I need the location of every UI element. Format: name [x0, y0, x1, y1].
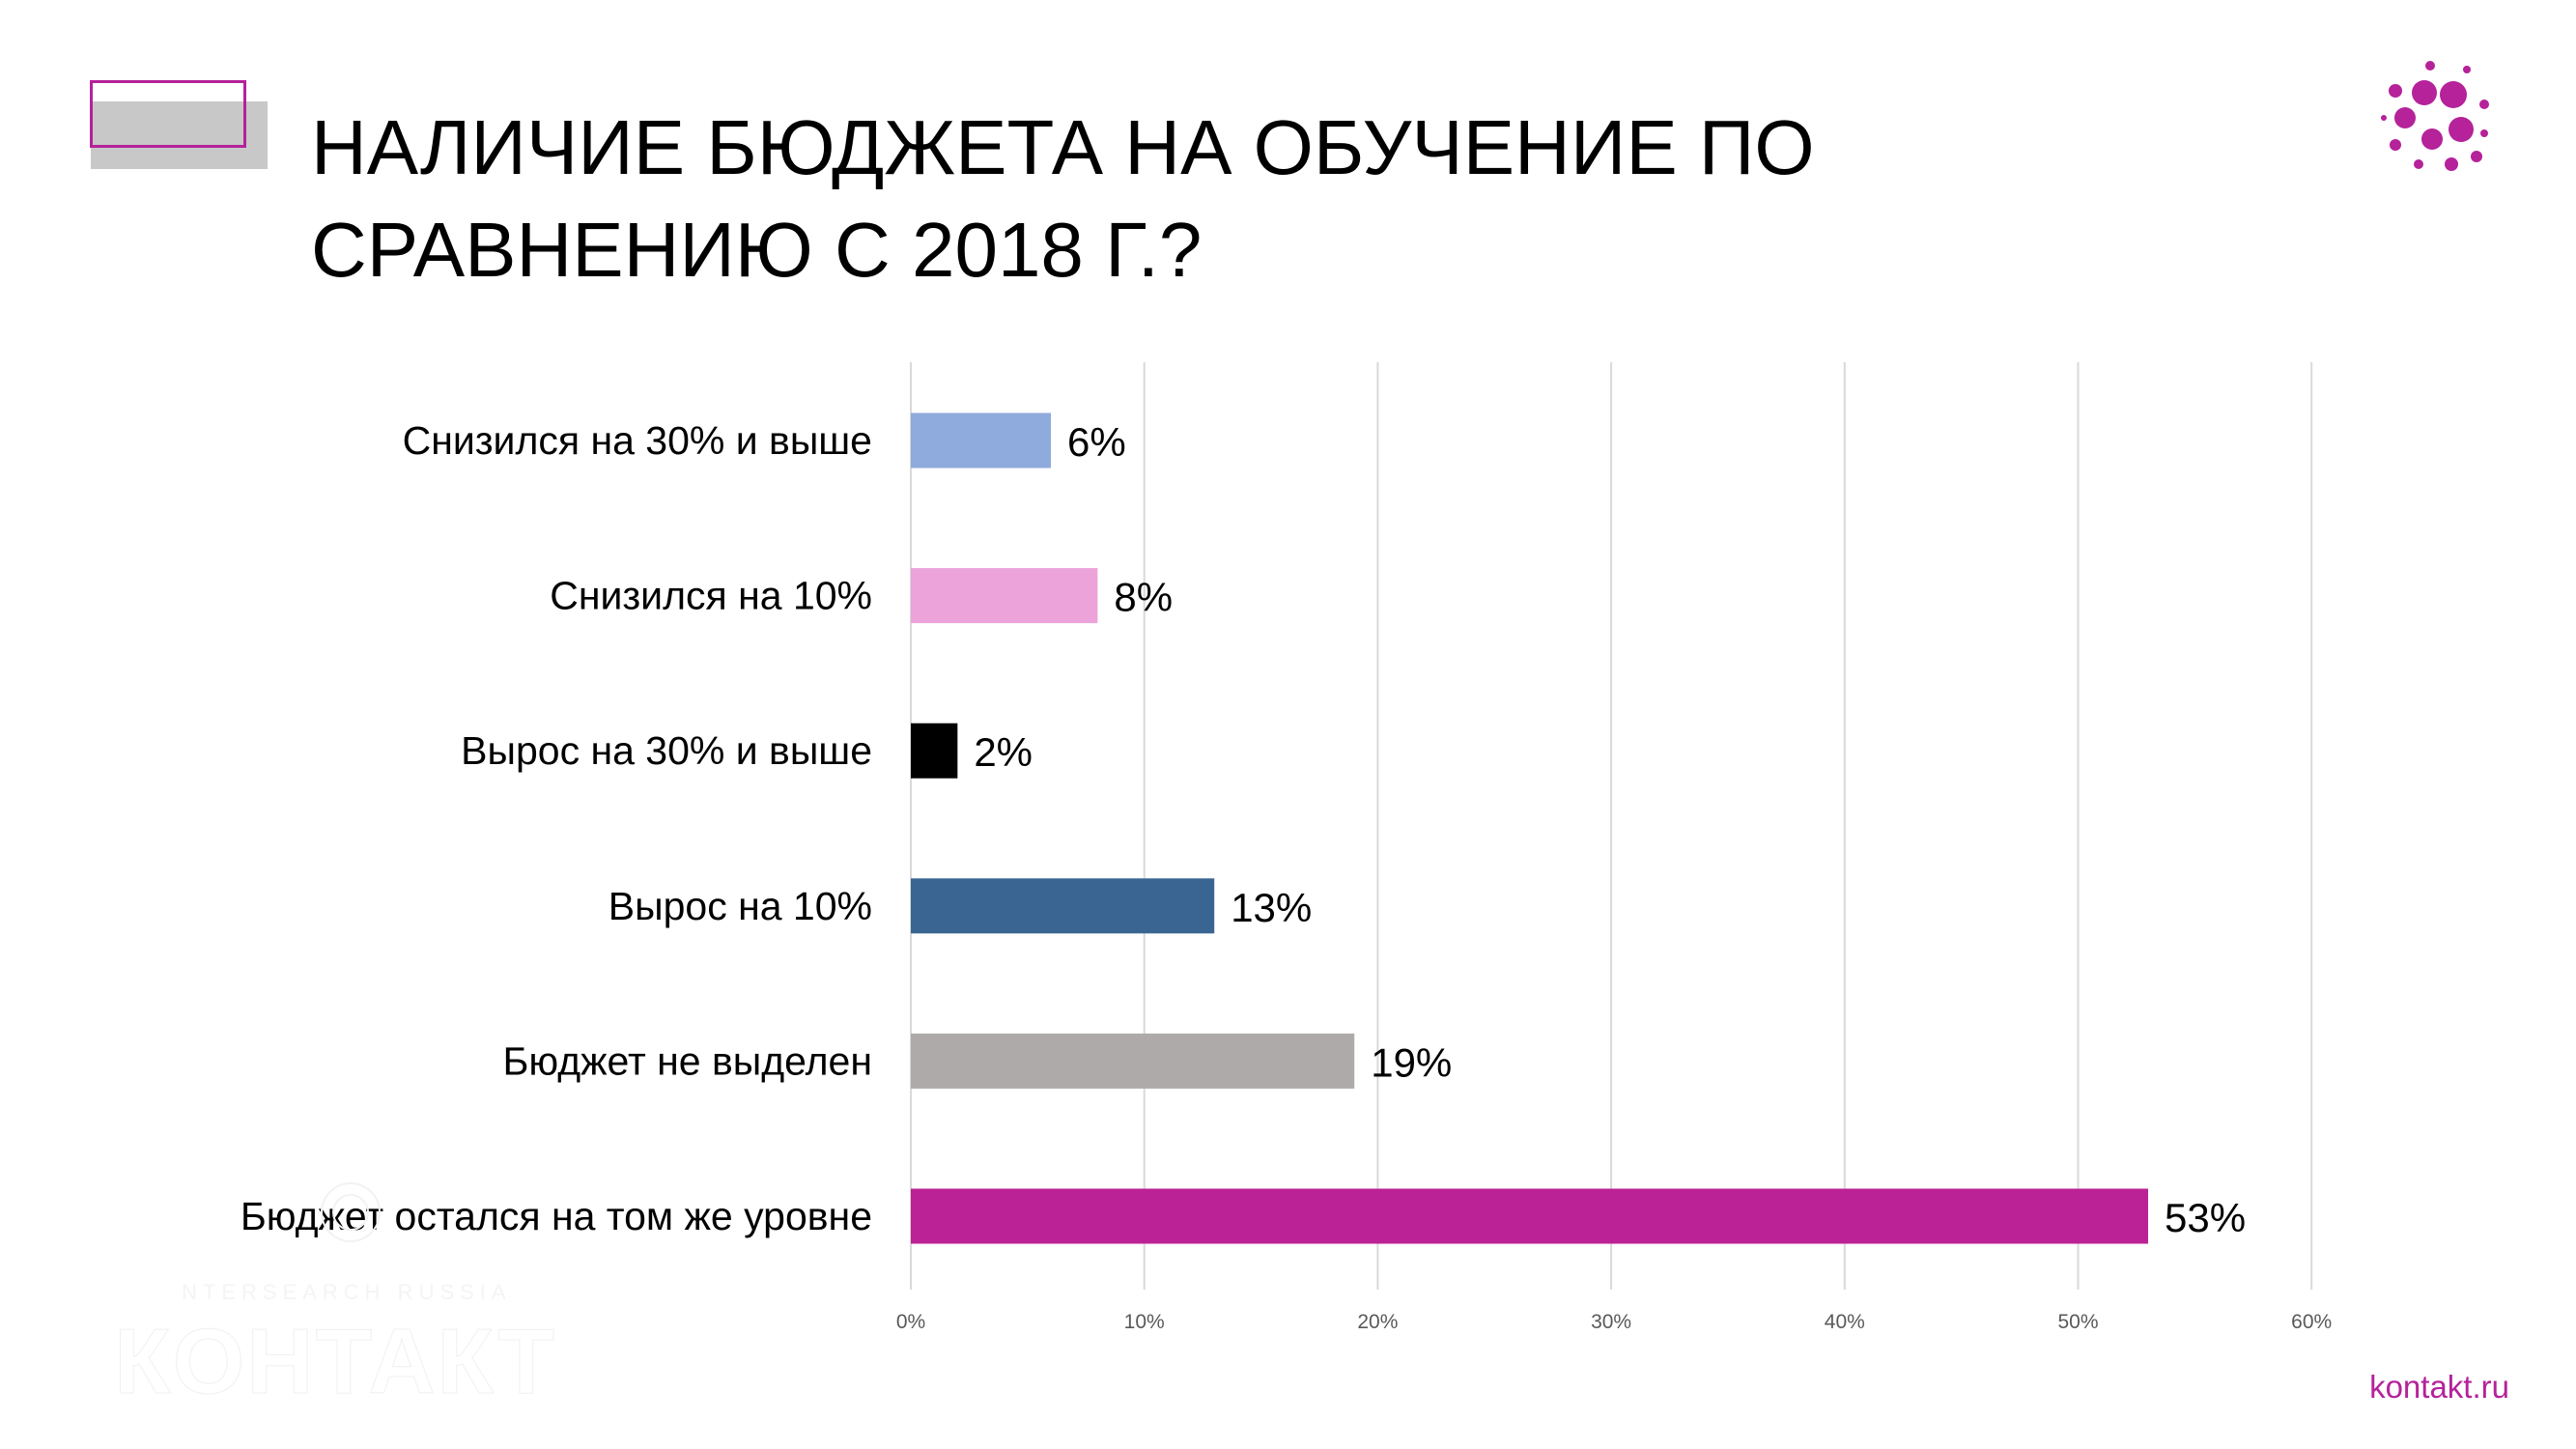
category-label: Бюджет не выделен — [502, 1038, 872, 1083]
slide-title-line1: НАЛИЧИЕ БЮДЖЕТА НА ОБУЧЕНИЕ ПО — [311, 104, 1815, 190]
chart-gridlines — [910, 362, 2313, 1290]
chart-bars — [911, 412, 2149, 1244]
x-tick-label: 50% — [2057, 1311, 2098, 1333]
slide-title: НАЛИЧИЕ БЮДЖЕТА НА ОБУЧЕНИЕ ПО СРАВНЕНИЮ… — [311, 97, 2146, 301]
slide-title-line2: СРАВНЕНИЮ С 2018 Г.? — [311, 207, 1203, 293]
bar — [911, 1033, 1355, 1089]
category-label: Вырос на 30% и выше — [461, 728, 872, 773]
data-label: 13% — [1231, 885, 1312, 930]
data-label: 19% — [1371, 1039, 1452, 1085]
category-label: Бюджет остался на том же уровне — [241, 1194, 872, 1238]
data-label: 53% — [2165, 1195, 2246, 1240]
x-tick-label: 60% — [2291, 1311, 2332, 1333]
bar — [911, 878, 1215, 934]
x-tick-label: 20% — [1357, 1311, 1398, 1333]
data-label: 6% — [1067, 419, 1126, 465]
title-decor-frame — [90, 80, 246, 148]
bar — [911, 568, 1098, 624]
category-label: Вырос на 10% — [609, 884, 872, 928]
bar — [911, 1188, 2149, 1244]
dots-cluster-icon — [2381, 61, 2489, 171]
category-label: Снизился на 30% и выше — [403, 418, 872, 463]
bar — [911, 723, 958, 779]
footer-site-link[interactable]: kontakt.ru — [2369, 1369, 2509, 1405]
category-label: Снизился на 10% — [550, 574, 872, 618]
x-tick-label: 10% — [1124, 1311, 1165, 1333]
x-tick-label: 30% — [1591, 1311, 1631, 1333]
bar — [911, 412, 1052, 469]
title-decor-gray-block — [91, 101, 268, 169]
data-label: 8% — [1114, 575, 1173, 620]
x-tick-label: 0% — [896, 1311, 925, 1333]
data-label: 2% — [974, 729, 1033, 775]
x-tick-label: 40% — [1825, 1311, 1865, 1333]
